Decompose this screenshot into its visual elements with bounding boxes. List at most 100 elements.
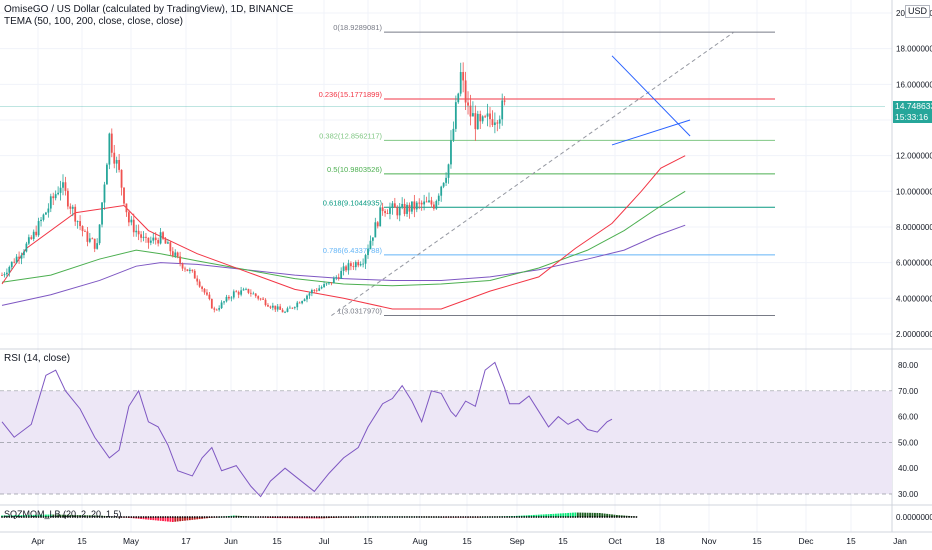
sqz-dot bbox=[257, 516, 260, 518]
sqz-dot bbox=[5, 516, 8, 518]
candle-body bbox=[350, 263, 352, 267]
fibonacci-retracement[interactable]: 0(18.9289081) 0.236(15.1771899) 0.382(12.8… bbox=[319, 23, 775, 317]
candle-body bbox=[257, 296, 260, 299]
sqz-dot bbox=[545, 516, 548, 518]
candle-body bbox=[176, 252, 179, 257]
sqz-dot bbox=[335, 516, 338, 518]
sqz-dot bbox=[557, 516, 560, 518]
squeeze-momentum-pane[interactable] bbox=[1, 512, 638, 523]
sqz-bar bbox=[191, 517, 194, 520]
candle-body bbox=[281, 309, 284, 313]
candle-body bbox=[206, 292, 208, 295]
sqz-dot bbox=[81, 516, 84, 518]
sqz-dot bbox=[503, 516, 506, 518]
sqz-dot bbox=[340, 516, 343, 518]
sqz-bar bbox=[25, 515, 28, 517]
candle-body bbox=[223, 301, 225, 303]
sqz-bar bbox=[66, 514, 69, 517]
sqz-bar bbox=[611, 514, 613, 517]
sqz-dot bbox=[149, 516, 152, 518]
candle-body bbox=[335, 277, 338, 278]
sqz-bar bbox=[606, 513, 609, 517]
sqz-dot bbox=[337, 516, 340, 518]
tema50-line bbox=[1, 155, 686, 310]
price-axis[interactable]: 20.000000018.000000016.000000014.0000000… bbox=[896, 9, 932, 522]
sqz-dot bbox=[476, 516, 479, 518]
sqz-dot bbox=[254, 516, 257, 518]
sqz-dot bbox=[481, 516, 484, 518]
candle-body bbox=[57, 192, 60, 195]
sqz-dot bbox=[23, 516, 25, 518]
tema-indicator-label[interactable]: TEMA (50, 100, 200, close, close, close) bbox=[4, 16, 183, 27]
sqz-dot bbox=[596, 516, 599, 518]
candle-body bbox=[440, 186, 443, 196]
sqz-bar bbox=[559, 513, 562, 517]
sqz-dot bbox=[203, 516, 206, 518]
candle-body bbox=[381, 207, 384, 212]
sqz-bar bbox=[550, 514, 552, 517]
rsi-indicator-label[interactable]: RSI (14, close) bbox=[4, 353, 71, 364]
sqz-bar bbox=[40, 514, 42, 517]
fib-level-label: 0.236(15.1771899) bbox=[319, 90, 383, 99]
sqz-dot bbox=[569, 516, 572, 518]
sqz-dot bbox=[79, 516, 81, 518]
sqz-bar bbox=[554, 513, 557, 517]
sqz-bar bbox=[81, 515, 84, 517]
sqz-dot bbox=[62, 516, 64, 518]
candle-body bbox=[367, 248, 369, 256]
trend-lines[interactable] bbox=[331, 31, 735, 316]
candle-body bbox=[198, 281, 201, 287]
sqz-dot bbox=[425, 516, 428, 518]
candle-body bbox=[37, 221, 40, 236]
tema-lines bbox=[1, 155, 686, 310]
candle-body bbox=[30, 237, 33, 239]
symbol-title[interactable]: OmiseGO / US Dollar (calculated by Tradi… bbox=[4, 4, 294, 15]
candle-body bbox=[396, 207, 399, 216]
candle-body bbox=[242, 289, 245, 291]
time-axis-label: Jan bbox=[893, 536, 907, 546]
sqz-dot bbox=[376, 516, 379, 518]
candle-body bbox=[203, 288, 206, 293]
candle-body bbox=[276, 306, 279, 310]
candle-body bbox=[479, 113, 482, 122]
sqz-dot bbox=[472, 516, 474, 518]
candle-body bbox=[59, 187, 62, 193]
candle-body bbox=[340, 270, 343, 279]
sqz-dot bbox=[579, 516, 582, 518]
sqz-bar bbox=[54, 514, 57, 517]
sqz-dot bbox=[135, 516, 138, 518]
sqz-indicator-label[interactable]: SQZMOM_LB (20, 2, 20, 1.5) bbox=[4, 509, 122, 519]
sqz-dot bbox=[462, 516, 465, 518]
candle-body bbox=[201, 286, 203, 289]
candle-body bbox=[496, 122, 499, 124]
candle-body bbox=[115, 159, 118, 164]
sqz-bar bbox=[594, 512, 596, 517]
sqz-bar bbox=[591, 512, 594, 517]
time-axis[interactable]: Apr 15 May 17 Jun 15 Jul 15 Aug 15 Sep 15 Oct 18 Nov 15… bbox=[31, 536, 907, 546]
sqz-dot bbox=[594, 516, 596, 518]
sqz-bar bbox=[603, 513, 606, 517]
sqz-dot bbox=[125, 516, 128, 518]
candle-body bbox=[371, 237, 374, 241]
rsi-pane[interactable] bbox=[0, 361, 892, 498]
candle-body bbox=[91, 238, 94, 240]
candle-body bbox=[47, 208, 50, 213]
candle-body bbox=[418, 202, 421, 204]
currency-button[interactable]: USD bbox=[905, 5, 931, 18]
sqz-dot bbox=[432, 516, 435, 518]
candle-body bbox=[359, 264, 362, 266]
sqz-bar bbox=[149, 517, 152, 520]
fib-level-label: 0(18.9289081) bbox=[333, 23, 382, 32]
trend-line-dashed bbox=[331, 31, 735, 316]
sqz-dot bbox=[540, 516, 543, 518]
sqz-dot bbox=[357, 516, 360, 518]
candle-body bbox=[81, 226, 84, 232]
sqz-dot bbox=[232, 516, 235, 518]
sqz-dot bbox=[537, 516, 540, 518]
candle-body bbox=[269, 306, 272, 308]
sqz-dot bbox=[54, 516, 57, 518]
sqz-dot bbox=[264, 516, 267, 518]
candle-body bbox=[337, 277, 340, 279]
sqz-dot bbox=[196, 516, 199, 518]
